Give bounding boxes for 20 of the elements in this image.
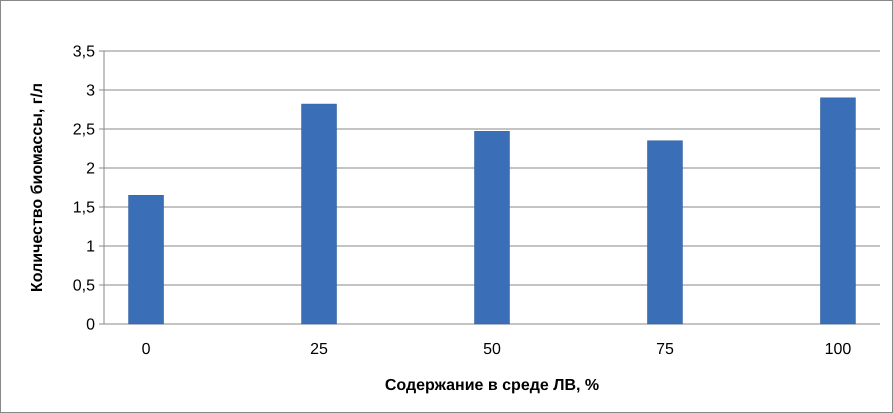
y-tick-label: 2,5 (72, 122, 96, 139)
bar (128, 195, 164, 324)
x-tick-label: 75 (656, 341, 674, 358)
y-tick-label: 0 (86, 316, 96, 334)
y-tick-label: 3,5 (72, 44, 96, 61)
bar (301, 104, 337, 324)
bar (820, 98, 856, 324)
x-tick-label: 25 (310, 341, 328, 358)
y-tick-label: 2 (86, 160, 96, 178)
x-tick-label: 50 (483, 341, 501, 358)
y-axis-title: Количество биомассы, г/л (29, 82, 46, 292)
y-tick-label: 1,5 (72, 200, 96, 217)
bar (647, 140, 683, 324)
x-tick-label: 100 (824, 341, 852, 358)
x-tick-label: 0 (142, 341, 151, 358)
y-tick-label: 0,5 (72, 278, 96, 295)
y-tick-label: 3 (86, 82, 96, 100)
x-axis-title: Содержание в среде ЛВ, % (384, 377, 600, 394)
y-tick-label: 1 (86, 238, 96, 256)
bar (474, 131, 510, 324)
